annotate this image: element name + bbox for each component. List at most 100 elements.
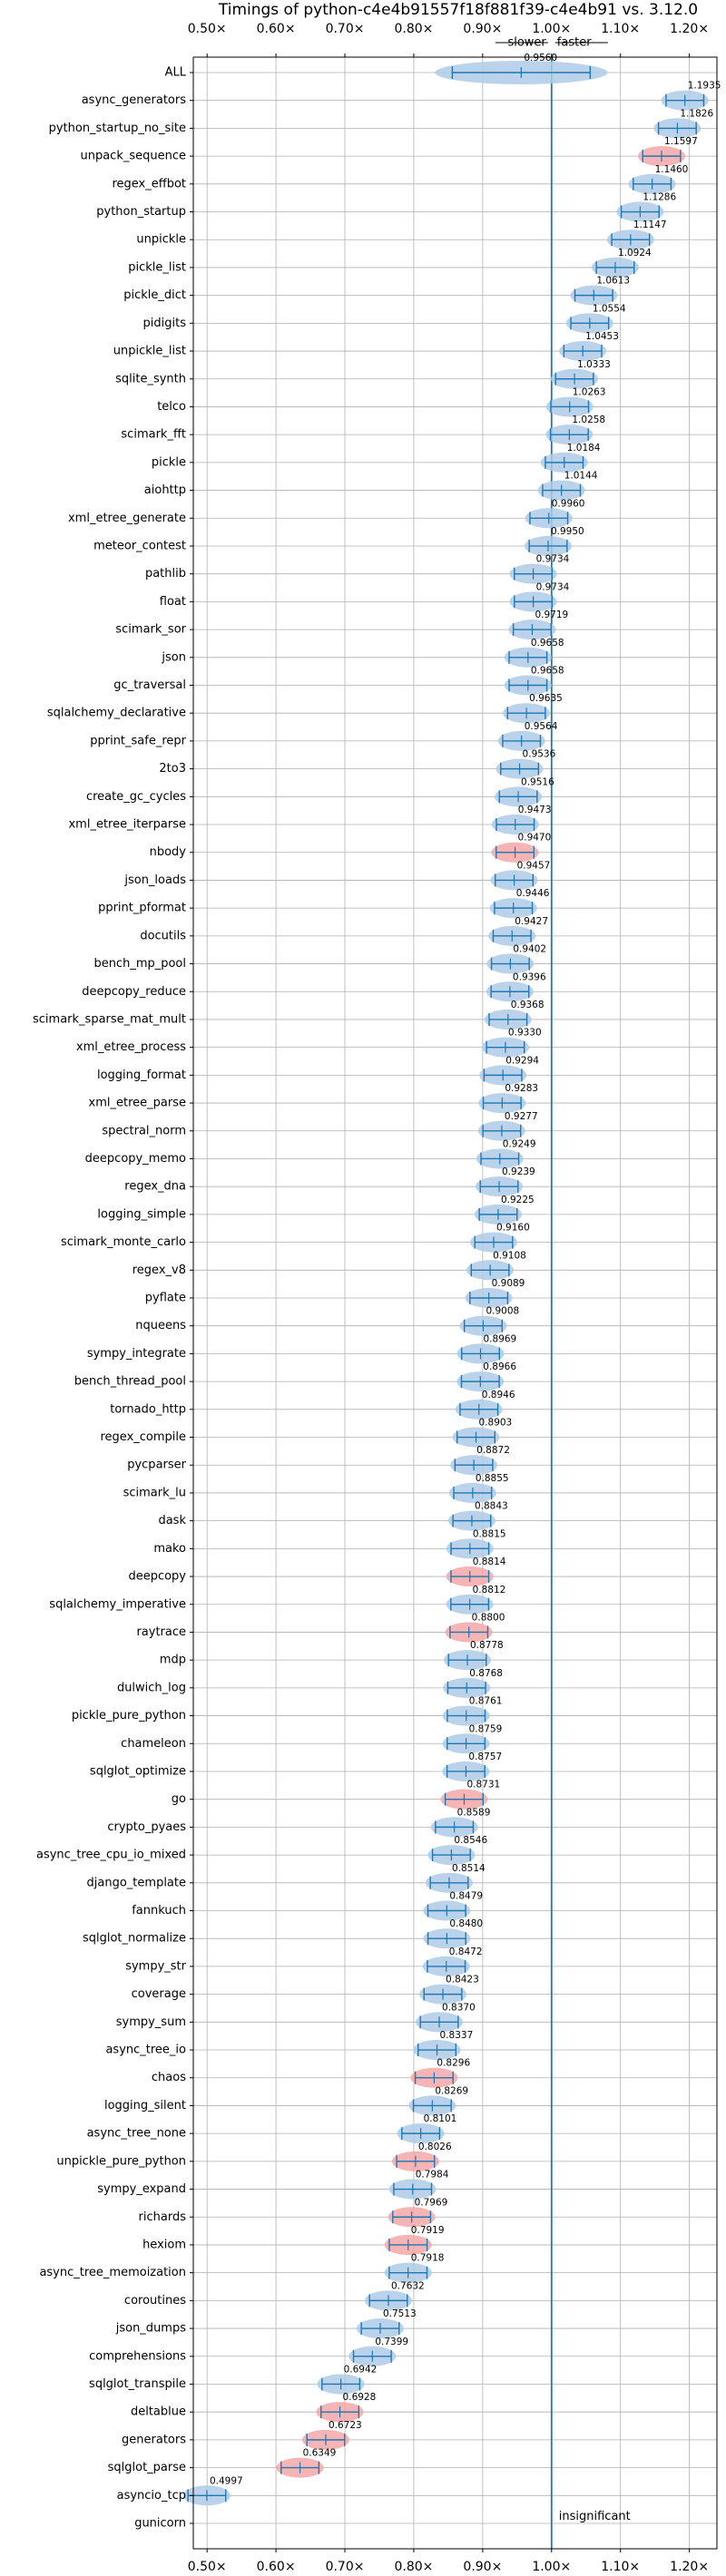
value-label: 0.9330 — [508, 1028, 542, 1039]
value-label: 0.8761 — [469, 1696, 503, 1707]
benchmark-label: unpickle_list — [113, 345, 186, 358]
benchmark-label: deepcopy_memo — [85, 1152, 186, 1166]
benchmark-label: ALL — [165, 66, 187, 80]
benchmark-label: scimark_monte_carlo — [61, 1235, 186, 1249]
value-label: 1.0144 — [564, 471, 598, 482]
benchmark-label: xml_etree_process — [76, 1040, 186, 1054]
benchmark-label: async_tree_cpu_io_mixed — [36, 1849, 186, 1862]
x-tick-label-bottom: 0.70× — [326, 2560, 365, 2574]
value-label: 0.6928 — [343, 2392, 377, 2403]
value-label: 0.9446 — [516, 888, 550, 899]
value-label: 0.8812 — [473, 1585, 506, 1595]
value-label: 0.7918 — [411, 2253, 445, 2264]
benchmark-label: regex_dna — [124, 1180, 186, 1194]
value-label: 0.9402 — [513, 944, 546, 955]
benchmark-label: sqlglot_normalize — [83, 1932, 186, 1946]
benchmark-label: gc_traversal — [113, 678, 186, 692]
value-label: 0.9950 — [551, 526, 584, 537]
value-label: 1.1147 — [633, 220, 667, 230]
x-tick-label-top: 1.20× — [670, 22, 709, 36]
x-tick-label-top: 0.70× — [326, 22, 365, 36]
benchmark-label: fannkuch — [132, 1904, 186, 1917]
benchmark-label: richards — [139, 2210, 187, 2224]
benchmark-label: aiohttp — [144, 483, 186, 497]
benchmark-label: unpack_sequence — [80, 150, 186, 163]
value-label: 0.6942 — [344, 2364, 378, 2375]
value-label: 0.9564 — [525, 721, 558, 732]
value-label: 0.9225 — [501, 1195, 535, 1205]
value-label: 1.0613 — [596, 276, 630, 287]
benchmark-label: scimark_fft — [121, 428, 186, 442]
benchmark-label: async_tree_none — [87, 2127, 186, 2141]
value-label: 0.9160 — [496, 1223, 530, 1234]
value-label: 0.8757 — [468, 1751, 502, 1762]
value-label: 0.9249 — [503, 1138, 536, 1149]
value-label: 0.9283 — [505, 1083, 538, 1094]
value-label: 0.8423 — [446, 1975, 479, 1986]
value-label: 1.0184 — [567, 443, 601, 454]
benchmark-label: pickle_dict — [123, 288, 186, 302]
x-tick-label-bottom: 1.10× — [601, 2560, 640, 2574]
x-tick-label-top: 0.90× — [463, 22, 502, 36]
benchmark-label: scimark_sparse_mat_mult — [33, 1012, 186, 1026]
value-label: 0.7399 — [375, 2337, 408, 2347]
x-tick-label-top: 0.50× — [188, 22, 227, 36]
benchmark-label: sqlite_synth — [115, 372, 186, 385]
benchmark-label: async_generators — [82, 93, 187, 107]
benchmark-label: create_gc_cycles — [86, 790, 186, 804]
value-label: 0.6349 — [303, 2448, 337, 2459]
value-label: 0.8872 — [476, 1445, 510, 1456]
value-label: 0.8479 — [449, 1891, 483, 1902]
value-label: 0.8026 — [418, 2142, 452, 2152]
benchmark-label: pickle_list — [128, 260, 186, 274]
benchmark-label: async_tree_memoization — [39, 2266, 186, 2279]
x-tick-label-bottom: 1.20× — [670, 2560, 709, 2574]
benchmark-label: sqlglot_parse — [108, 2461, 186, 2474]
benchmark-label: json_loads — [123, 873, 186, 887]
value-label: 0.9368 — [511, 1000, 544, 1010]
benchmark-label: tornado_http — [110, 1402, 186, 1416]
benchmark-label: telco — [157, 400, 186, 414]
value-label: 1.0924 — [618, 248, 652, 259]
value-label: 0.9470 — [518, 833, 552, 844]
benchmark-label: nqueens — [135, 1319, 186, 1332]
benchmark-label: sympy_str — [125, 1959, 186, 1973]
benchmark-label: scimark_sor — [115, 623, 186, 637]
benchmark-label: deepcopy — [128, 1570, 186, 1584]
value-label: 0.9277 — [505, 1111, 538, 1122]
benchmark-label: sympy_expand — [97, 2182, 186, 2196]
axis-layer: 0.50× 0.50× 0.60× 0.60× 0.70× 0.70× 0.80× 0.80×… — [33, 22, 718, 2574]
benchmark-label: spectral_norm — [102, 1124, 186, 1137]
value-label: 0.9239 — [502, 1166, 535, 1177]
x-tick-label-bottom: 0.50× — [188, 2560, 227, 2574]
benchmark-label: coroutines — [124, 2294, 186, 2308]
value-label: 1.1597 — [664, 136, 698, 147]
benchmark-label: pprint_safe_repr — [90, 734, 186, 747]
value-label: 1.0333 — [577, 359, 611, 370]
value-label: 1.1935 — [688, 81, 721, 92]
value-label: 0.7919 — [411, 2225, 445, 2236]
value-label: 1.1286 — [643, 192, 676, 203]
benchmark-label: dulwich_log — [117, 1681, 186, 1694]
value-label: 0.8731 — [466, 1780, 500, 1791]
benchmark-label: chaos — [152, 2071, 186, 2084]
value-label: 0.9108 — [493, 1250, 526, 1261]
benchmark-label: gunicorn — [134, 2517, 186, 2531]
benchmark-label: sqlglot_transpile — [89, 2377, 186, 2391]
value-label: 0.9008 — [486, 1306, 519, 1317]
faster-label: faster — [557, 36, 592, 50]
benchmark-label: deltablue — [131, 2405, 186, 2419]
value-label: 0.8903 — [479, 1418, 513, 1429]
benchmark-label: logging_silent — [104, 2099, 186, 2113]
benchmark-label: sqlalchemy_imperative — [49, 1597, 186, 1611]
value-label: 0.8472 — [449, 1947, 483, 1957]
value-label: 0.9635 — [529, 693, 563, 704]
x-tick-label-top: 0.60× — [257, 22, 296, 36]
value-label: 0.8759 — [469, 1723, 503, 1734]
benchmark-label: pyflate — [145, 1292, 186, 1305]
chart-title: Timings of python-c4e4b91557f18f881f39-c… — [218, 1, 698, 19]
x-tick-label-bottom: 0.90× — [463, 2560, 502, 2574]
slower-label: slower — [507, 36, 546, 50]
value-label: 0.9658 — [531, 638, 564, 649]
